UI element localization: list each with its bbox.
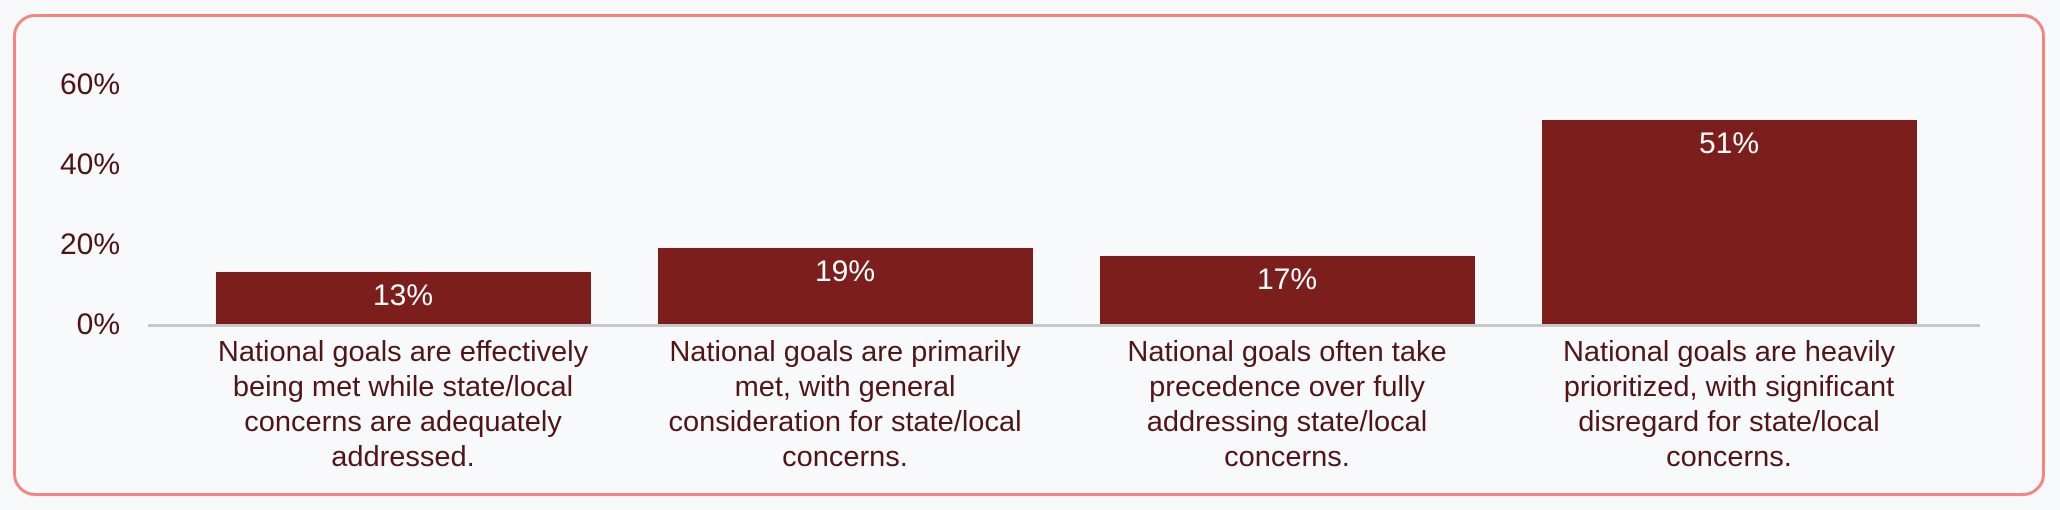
category-label-line: National goals are primarily xyxy=(669,336,1021,368)
category-label-line: concerns. xyxy=(782,441,908,473)
y-axis-tick-label: 40% xyxy=(59,148,120,181)
category-label-line: National goals often take xyxy=(1127,336,1447,368)
category-label-line: addressing state/local xyxy=(1146,406,1428,438)
bar-group: 17% xyxy=(1066,64,1508,324)
bar-value-label: 19% xyxy=(814,255,876,288)
category-label-line: National goals are effectively xyxy=(217,336,589,368)
category-label-line: concerns. xyxy=(1224,441,1350,473)
category-label: National goals are heavily prioritized, w… xyxy=(1508,335,1950,475)
bar-value-label: 13% xyxy=(372,279,434,312)
category-label-line: concerns. xyxy=(1666,441,1792,473)
category-label-line: disregard for state/local xyxy=(1578,406,1880,438)
category-label-line: prioritized, with significant xyxy=(1563,371,1895,403)
chart-card: 0% 20% 40% 60% 13% 19% 17% 51% National goals … xyxy=(13,14,2045,496)
category-label: National goals are primarily met, with ge… xyxy=(624,335,1066,475)
x-axis-baseline xyxy=(148,324,1980,327)
category-label-line: being met while state/local xyxy=(232,371,574,403)
category-label-line: met, with general xyxy=(734,371,956,403)
category-label-line: consideration for state/local xyxy=(668,406,1022,438)
bar: 19% xyxy=(657,248,1033,324)
bar: 51% xyxy=(1541,120,1917,324)
y-axis-tick-label: 20% xyxy=(59,228,120,261)
y-axis-tick-label: 0% xyxy=(76,308,120,341)
category-label-line: National goals are heavily xyxy=(1562,336,1896,368)
category-label: National goals are effectively being met … xyxy=(182,335,624,475)
bar-chart: 0% 20% 40% 60% 13% 19% 17% 51% National goals … xyxy=(16,17,2042,493)
bar: 13% xyxy=(215,272,591,324)
category-label: National goals often take precedence over… xyxy=(1066,335,1508,475)
y-axis-tick-label: 60% xyxy=(59,68,120,101)
category-label-line: addressed. xyxy=(331,441,475,473)
bar-value-label: 17% xyxy=(1256,263,1318,296)
bar-group: 13% xyxy=(182,64,624,324)
category-labels-row: National goals are effectively being met … xyxy=(182,335,1950,475)
bars-row: 13% 19% 17% 51% xyxy=(182,64,1950,324)
bar: 17% xyxy=(1099,256,1475,324)
bar-group: 19% xyxy=(624,64,1066,324)
category-label-line: precedence over fully xyxy=(1149,371,1425,403)
bar-group: 51% xyxy=(1508,64,1950,324)
bar-value-label: 51% xyxy=(1698,127,1760,160)
category-label-line: concerns are adequately xyxy=(244,406,562,438)
